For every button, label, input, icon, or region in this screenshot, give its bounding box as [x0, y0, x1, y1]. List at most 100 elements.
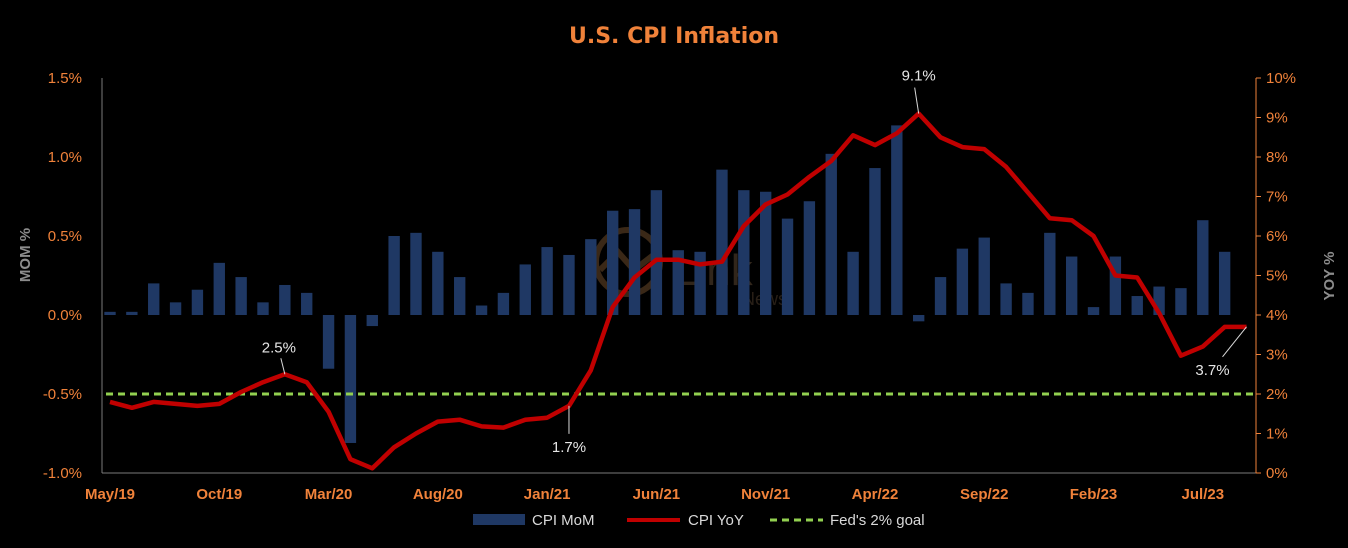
x-tick-label: Apr/22 — [852, 486, 899, 503]
y-right-tick-label: 6% — [1266, 228, 1288, 245]
mom-bars — [104, 125, 1231, 443]
x-tick-label: Sep/22 — [960, 486, 1008, 503]
x-tick-label: Jul/23 — [1182, 486, 1225, 503]
annotation-leader — [1222, 326, 1247, 358]
legend-label-yoy: CPI YoY — [688, 512, 744, 529]
mom-bar — [650, 190, 663, 315]
mom-bar — [1218, 251, 1231, 315]
watermark: Link News — [593, 227, 787, 309]
x-tick-label: May/19 — [85, 486, 135, 503]
y-right-tick-label: 0% — [1266, 465, 1288, 482]
mom-bar — [869, 168, 881, 315]
mom-bar — [301, 292, 313, 315]
y-right-tick-label: 4% — [1266, 307, 1288, 324]
mom-bar — [585, 239, 597, 315]
y-right-tick-label: 7% — [1266, 189, 1288, 206]
mom-bar — [716, 169, 728, 315]
annotation-leader — [280, 358, 286, 375]
mom-bar — [1109, 256, 1122, 315]
mom-bar — [738, 190, 750, 315]
annotation-label: 3.7% — [1195, 362, 1229, 379]
mom-bar — [519, 264, 531, 315]
y-left-tick-label: 1.5% — [48, 70, 82, 87]
mom-bar — [191, 289, 204, 315]
x-tick-label: Jan/21 — [524, 486, 571, 503]
mom-bar — [1153, 286, 1165, 315]
mom-bar — [344, 315, 357, 443]
legend: CPI MoM CPI YoY Fed's 2% goal — [473, 512, 925, 529]
mom-bar — [1175, 288, 1187, 315]
x-tick-label: Mar/20 — [305, 486, 353, 503]
mom-bar — [891, 125, 903, 316]
y-left-tick-label: -1.0% — [43, 465, 82, 482]
annotation-label: 2.5% — [262, 339, 296, 356]
mom-bar — [956, 248, 969, 315]
mom-bar — [126, 311, 138, 315]
y-right-tick-label: 1% — [1266, 426, 1288, 443]
legend-label-goal: Fed's 2% goal — [830, 512, 925, 529]
x-tick-label: Oct/19 — [196, 486, 242, 503]
mom-bar — [672, 250, 684, 315]
mom-bar — [1000, 283, 1012, 315]
mom-bar — [148, 283, 160, 315]
y-left-tick-label: -0.5% — [43, 386, 82, 403]
y-right-tick-label: 5% — [1266, 268, 1288, 285]
y-right-tick-label: 9% — [1266, 110, 1288, 127]
mom-bar — [1131, 296, 1143, 315]
y-axis-left-title: MOM % — [17, 228, 34, 282]
mom-bar — [1087, 307, 1100, 315]
mom-bar — [497, 292, 510, 315]
mom-bar — [1022, 292, 1034, 315]
x-tick-label: Jun/21 — [633, 486, 681, 503]
legend-swatch-mom — [473, 514, 525, 525]
mom-bar — [366, 315, 378, 327]
legend-label-mom: CPI MoM — [532, 512, 595, 529]
mom-bar — [279, 284, 291, 315]
mom-bar — [213, 262, 225, 315]
mom-bar — [1044, 232, 1056, 315]
mom-bar — [803, 201, 816, 315]
y-right-tick-label: 10% — [1266, 70, 1296, 87]
mom-bar — [978, 237, 990, 315]
mom-bar — [257, 302, 269, 315]
y-right-tick-label: 8% — [1266, 149, 1288, 166]
mom-bar — [169, 302, 182, 315]
y-left-tick-label: 1.0% — [48, 149, 82, 166]
annotations: 2.5% 1.7% 9.1% 3.7% — [262, 68, 1247, 456]
y-axis-right-title: YOY % — [1321, 252, 1338, 301]
x-tick-label: Aug/20 — [413, 486, 463, 503]
chart-title: U.S. CPI Inflation — [569, 24, 779, 49]
yoy-line — [109, 111, 1247, 471]
mom-bar — [475, 305, 488, 315]
mom-bar — [454, 277, 466, 315]
x-tick-label: Nov/21 — [741, 486, 790, 503]
mom-bar — [563, 254, 575, 315]
mom-bar — [847, 251, 859, 315]
mom-bar — [1065, 256, 1078, 315]
mom-bar — [694, 251, 706, 315]
y-axis-right: 10% 9% 8% 7% 6% 5% 4% 3% 2% 1% 0% — [1256, 70, 1296, 482]
mom-bar — [235, 277, 247, 315]
y-right-tick-label: 3% — [1266, 347, 1288, 364]
mom-bar — [912, 315, 925, 322]
mom-bar — [410, 232, 422, 315]
y-right-tick-label: 2% — [1266, 386, 1288, 403]
mom-bar — [322, 315, 335, 369]
y-left-tick-label: 0.0% — [48, 307, 82, 324]
mom-bar — [541, 247, 553, 315]
mom-bar — [759, 191, 772, 315]
mom-bar — [432, 251, 444, 315]
annotation-label: 1.7% — [552, 439, 586, 456]
y-axis-left: 1.5% 1.0% 0.5% 0.0% -0.5% -1.0% — [43, 70, 82, 482]
mom-bar — [934, 277, 947, 315]
mom-bar — [781, 218, 794, 315]
mom-bar — [628, 209, 641, 315]
mom-bar — [607, 210, 619, 315]
annotation-label: 9.1% — [902, 68, 936, 85]
y-left-tick-label: 0.5% — [48, 228, 82, 245]
annotation-leader — [914, 87, 920, 114]
mom-bar — [388, 236, 400, 315]
mom-bar — [825, 153, 837, 315]
x-tick-label: Feb/23 — [1070, 486, 1118, 503]
